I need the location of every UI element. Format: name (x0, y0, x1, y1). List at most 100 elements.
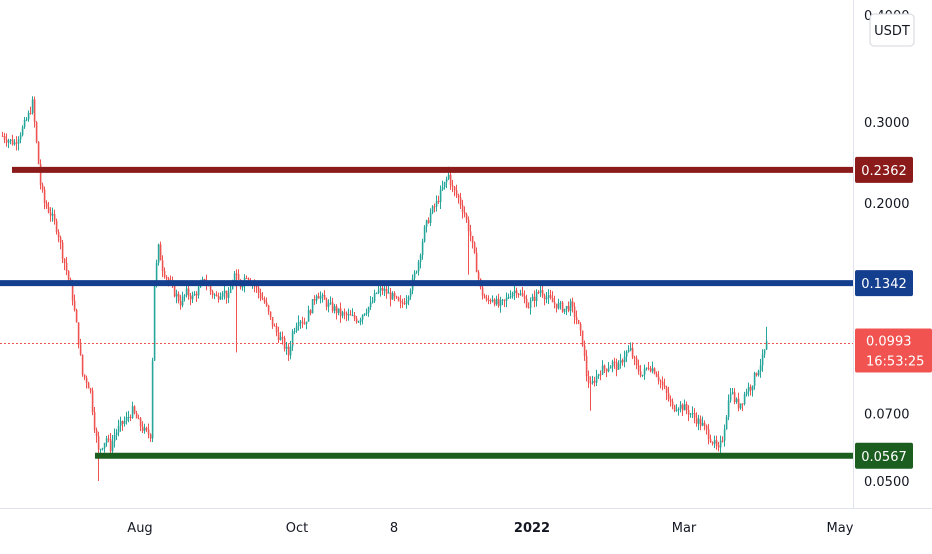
candle-body (137, 418, 140, 420)
currency-label: USDT (874, 24, 910, 39)
candle-body (43, 189, 46, 204)
candle-body (453, 186, 456, 191)
candle-body (721, 440, 724, 442)
candle-body (341, 312, 344, 316)
candle-body (665, 387, 668, 394)
candle-body (45, 203, 48, 208)
candle-body (657, 376, 660, 381)
candle-body (691, 413, 694, 415)
candle-body (381, 288, 384, 291)
candle-body (611, 361, 614, 367)
candle-body (583, 345, 586, 356)
candle-body (489, 300, 492, 302)
candle-body (501, 299, 504, 301)
candle-body (713, 440, 716, 444)
time-tick-label: May (827, 521, 854, 536)
currency-button[interactable]: USDT (869, 13, 915, 47)
candle-body (87, 382, 90, 389)
candle-body (407, 296, 410, 301)
candle-body (279, 337, 282, 341)
candle-body (181, 296, 184, 306)
candle-body (659, 380, 662, 382)
last-price-label: 0.0993 (866, 335, 912, 350)
candle-body (751, 385, 754, 391)
candle-body (145, 427, 148, 430)
candle-body (565, 306, 568, 309)
candle-body (311, 299, 314, 314)
candle-body (461, 205, 464, 213)
candle-body (731, 392, 734, 394)
candle-body (655, 373, 658, 377)
candle-body (747, 386, 750, 392)
candle-body (629, 347, 632, 351)
candle-body (527, 307, 530, 309)
candle-body (593, 380, 596, 383)
candle-body (397, 297, 400, 301)
candle-body (197, 287, 200, 296)
candle-body (293, 331, 296, 333)
candle-body (495, 298, 498, 305)
candle-body (91, 390, 94, 413)
candle-body (39, 164, 42, 185)
candle-body (195, 293, 198, 296)
candle-body (723, 429, 726, 441)
candle-body (139, 418, 142, 427)
candle-body (443, 181, 446, 188)
candle-body (429, 212, 432, 223)
price-tick-label: 0.0700 (864, 408, 910, 423)
currency-button-frame[interactable] (869, 13, 915, 47)
candle-body (417, 261, 420, 272)
candle-body (469, 231, 472, 237)
candle-body (719, 440, 722, 448)
candle-body (639, 371, 642, 376)
candle-body (367, 307, 370, 313)
candle-body (377, 290, 380, 293)
candle-body (85, 377, 88, 383)
price-tick-label: 0.2000 (864, 197, 910, 212)
candle-body (1, 135, 4, 137)
candle-body (369, 302, 372, 308)
candle-body (189, 295, 192, 300)
level-price-badge (855, 442, 913, 469)
candle-body (305, 321, 308, 324)
candle-body (743, 394, 746, 404)
last-price-badge (855, 328, 932, 373)
candle-body (261, 298, 264, 300)
candle-body (15, 142, 18, 144)
candle-body (25, 119, 28, 121)
candle-body (437, 200, 440, 203)
candle-body (183, 295, 186, 297)
candle-body (693, 413, 696, 418)
candle-body (737, 398, 740, 409)
candle-body (509, 296, 512, 298)
candle-body (161, 260, 164, 272)
level-price-badge (855, 270, 913, 297)
candle-body (439, 189, 442, 203)
candle-body (223, 290, 226, 294)
candle-body (55, 220, 58, 232)
candle-body (511, 292, 514, 297)
candle-body (573, 306, 576, 318)
candle-body (687, 410, 690, 415)
candle-body (89, 388, 92, 391)
candle-body (741, 403, 744, 405)
price-badges: 0.2362 0.1342 0.0567 0.0993 16:53:25 (855, 156, 932, 469)
candle-body (681, 404, 684, 411)
candle-body (133, 406, 136, 414)
candle-body (327, 303, 330, 307)
candle-body (387, 292, 390, 294)
candle-body (421, 241, 424, 256)
candle-body (539, 290, 542, 293)
candle-body (519, 293, 522, 295)
candle-body (57, 231, 60, 238)
candle-body (651, 368, 654, 372)
candle-body (221, 293, 224, 297)
time-tick-label: 2022 (514, 521, 550, 536)
candle-body (59, 237, 62, 243)
candle-body (547, 295, 550, 298)
candle-body (683, 404, 686, 411)
candle-body (705, 425, 708, 430)
